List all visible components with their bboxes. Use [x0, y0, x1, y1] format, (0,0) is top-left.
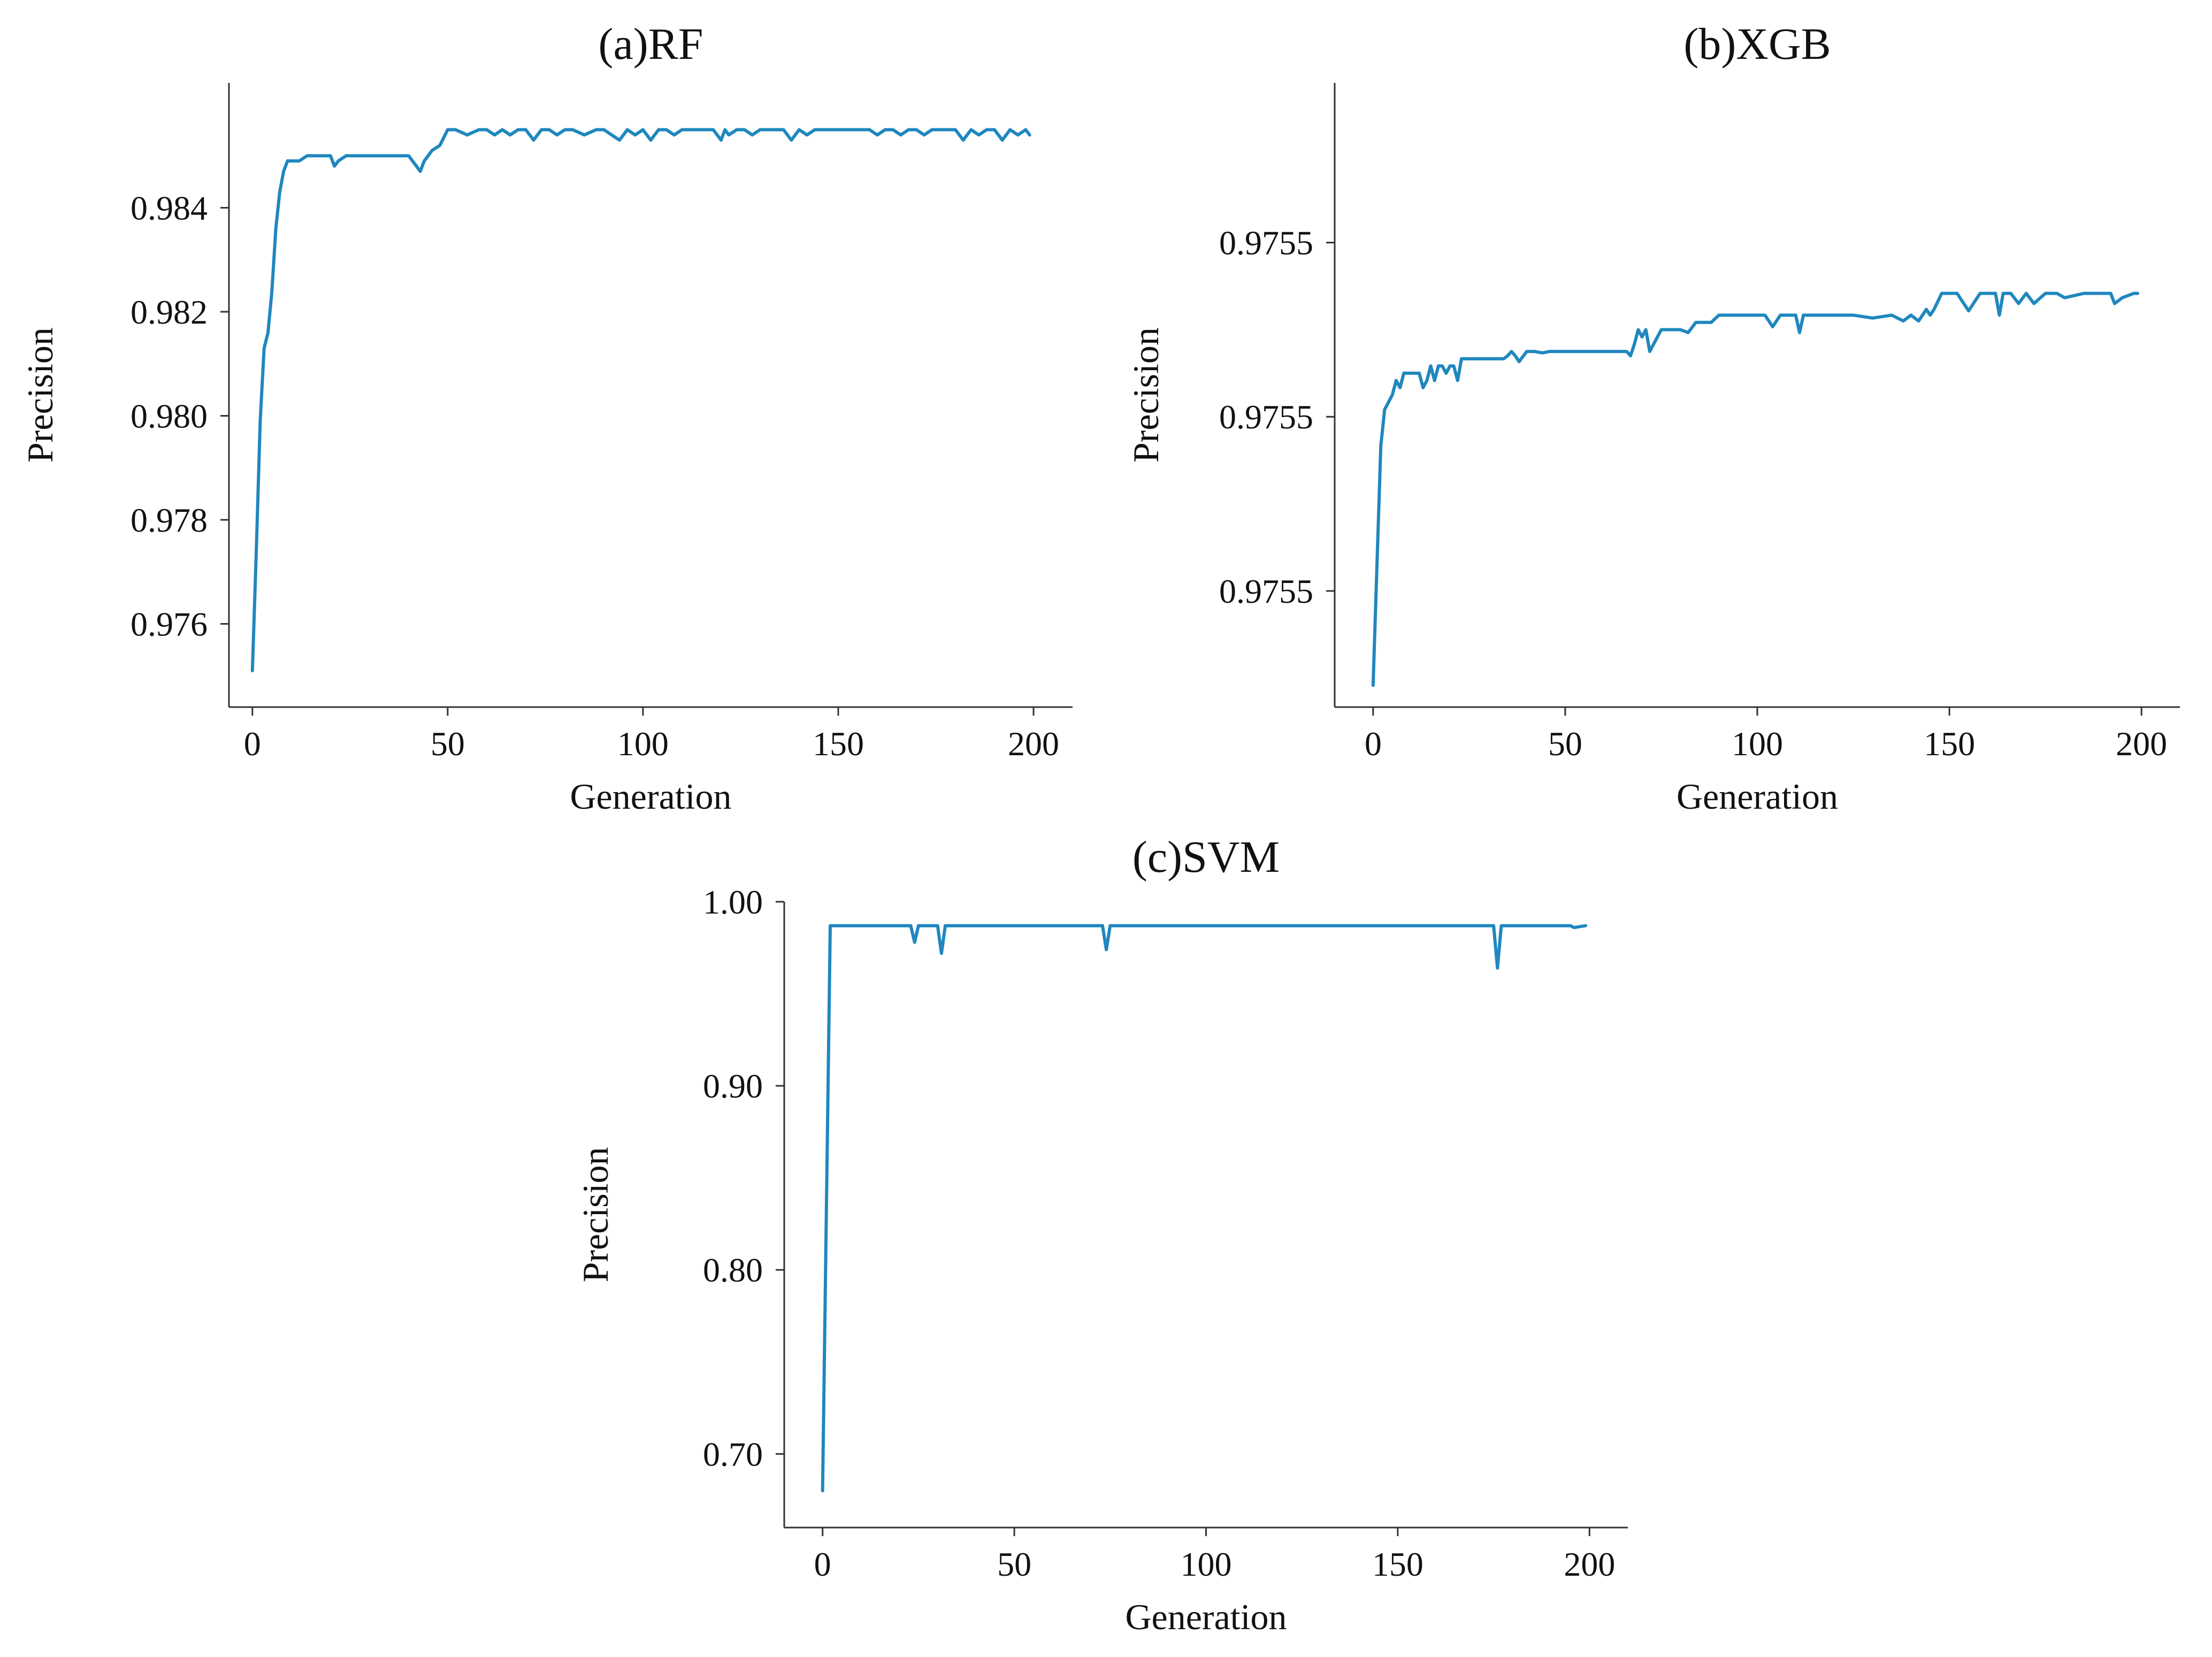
- chart-title: (c)SVM: [1132, 832, 1280, 882]
- x-tick-label: 50: [997, 1545, 1031, 1583]
- y-tick-label: 0.9755: [1219, 572, 1313, 610]
- precision-line: [821, 924, 1588, 1493]
- x-tick-label: 100: [1181, 1545, 1232, 1583]
- chart-title: (a)RF: [599, 19, 703, 69]
- x-tick-label: 100: [617, 725, 669, 763]
- y-tick-label: 0.9755: [1219, 398, 1313, 436]
- panel-svm: (c)SVM 0 50 100 150 200 0.70 0.80 0.90 1.00 Genera…: [575, 832, 1628, 1637]
- precision-line: [1371, 291, 2139, 687]
- y-tick-label: 0.982: [131, 293, 208, 331]
- x-axis-title: Generation: [570, 776, 731, 817]
- y-tick-label: 0.984: [131, 189, 208, 227]
- y-axis-title: Precision: [1126, 327, 1166, 463]
- y-tick-label: 0.976: [131, 605, 208, 643]
- x-tick-label: 150: [813, 725, 864, 763]
- y-tick-label: 0.80: [703, 1251, 763, 1289]
- y-axis-title: Precision: [575, 1147, 616, 1282]
- chart-title: (b)XGB: [1683, 19, 1831, 69]
- x-tick-label: 0: [814, 1545, 831, 1583]
- x-tick-label: 0: [244, 725, 261, 763]
- x-tick-label: 150: [1372, 1545, 1423, 1583]
- x-axis-title: Generation: [1125, 1597, 1287, 1637]
- y-tick-label: 0.90: [703, 1067, 763, 1105]
- x-tick-label: 100: [1732, 725, 1783, 763]
- x-tick-label: 200: [1564, 1545, 1615, 1583]
- precision-line: [250, 128, 1031, 672]
- x-tick-label: 50: [1548, 725, 1582, 763]
- x-tick-label: 50: [431, 725, 465, 763]
- y-tick-label: 0.978: [131, 501, 208, 539]
- x-axis-title: Generation: [1677, 776, 1838, 817]
- x-tick-label: 200: [2116, 725, 2167, 763]
- y-tick-label: 1.00: [703, 883, 763, 921]
- y-tick-label: 0.980: [131, 397, 208, 435]
- x-tick-label: 150: [1924, 725, 1975, 763]
- panel-rf: (a)RF 0 50 100 150 200 0.976 0.978 0.980 0.982 0.9…: [20, 19, 1073, 817]
- y-axis-title: Precision: [20, 327, 60, 463]
- x-tick-label: 0: [1365, 725, 1382, 763]
- x-tick-label: 200: [1008, 725, 1059, 763]
- panel-xgb: (b)XGB 0 50 100 150 200 0.9755 0.9755 0.9755 Gene…: [1126, 19, 2180, 817]
- y-tick-label: 0.9755: [1219, 224, 1313, 262]
- y-tick-label: 0.70: [703, 1435, 763, 1473]
